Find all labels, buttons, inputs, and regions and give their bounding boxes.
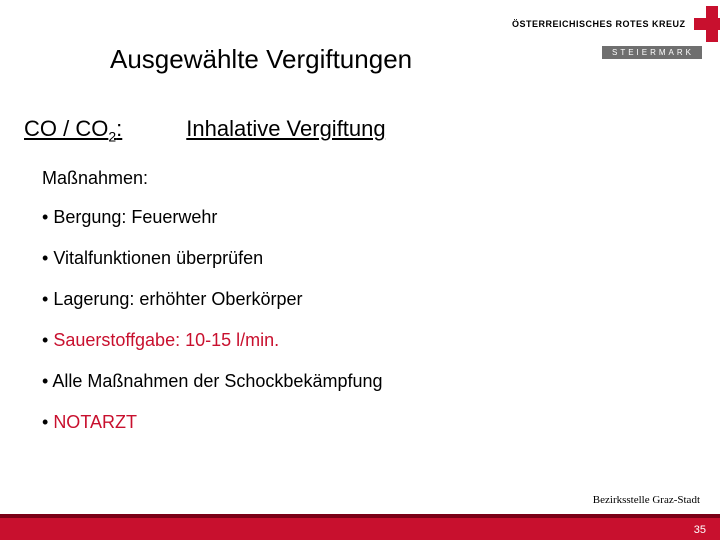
bullet-text: NOTARZT bbox=[53, 412, 137, 432]
bullet-text: Alle Maßnahmen der Schockbekämpfung bbox=[52, 371, 382, 391]
subheading: CO / CO2: Inhalative Vergiftung bbox=[24, 116, 386, 144]
brand-logo: ÖSTERREICHISCHES ROTES KREUZ STEIERMARK bbox=[512, 6, 702, 59]
subhead-right: Inhalative Vergiftung bbox=[186, 116, 385, 144]
list-item: Lagerung: erhöhter Oberkörper bbox=[42, 289, 662, 310]
bullet-text: Lagerung: erhöhter Oberkörper bbox=[53, 289, 302, 309]
page-number: 35 bbox=[694, 524, 706, 536]
subhead-left-colon: : bbox=[116, 116, 122, 141]
footer-office: Bezirksstelle Graz-Stadt bbox=[593, 494, 700, 506]
subhead-left: CO / CO2: bbox=[24, 116, 122, 144]
footer-bar-red bbox=[0, 518, 720, 540]
brand-logo-top: ÖSTERREICHISCHES ROTES KREUZ bbox=[512, 6, 702, 42]
brand-org-name: ÖSTERREICHISCHES ROTES KREUZ bbox=[512, 19, 686, 29]
subhead-left-sub: 2 bbox=[108, 128, 116, 144]
subhead-left-text: CO / CO bbox=[24, 116, 108, 141]
bullet-text: Bergung: Feuerwehr bbox=[53, 207, 217, 227]
red-cross-icon bbox=[694, 6, 702, 42]
list-item: Bergung: Feuerwehr bbox=[42, 207, 662, 228]
section-label: Maßnahmen: bbox=[42, 168, 662, 189]
list-item: Alle Maßnahmen der Schockbekämpfung bbox=[42, 371, 662, 392]
footer-bar: 35 bbox=[0, 514, 720, 540]
bullet-list: Bergung: Feuerwehr Vitalfunktionen überp… bbox=[42, 207, 662, 433]
list-item: Sauerstoffgabe: 10-15 l/min. bbox=[42, 330, 662, 351]
slide: ÖSTERREICHISCHES ROTES KREUZ STEIERMARK … bbox=[0, 0, 720, 540]
list-item: NOTARZT bbox=[42, 412, 662, 433]
body: Maßnahmen: Bergung: Feuerwehr Vitalfunkt… bbox=[42, 168, 662, 453]
bullet-text: Vitalfunktionen überprüfen bbox=[53, 248, 263, 268]
list-item: Vitalfunktionen überprüfen bbox=[42, 248, 662, 269]
brand-region: STEIERMARK bbox=[602, 46, 702, 59]
bullet-text: Sauerstoffgabe: 10-15 l/min. bbox=[53, 330, 279, 350]
slide-title: Ausgewählte Vergiftungen bbox=[110, 44, 412, 75]
